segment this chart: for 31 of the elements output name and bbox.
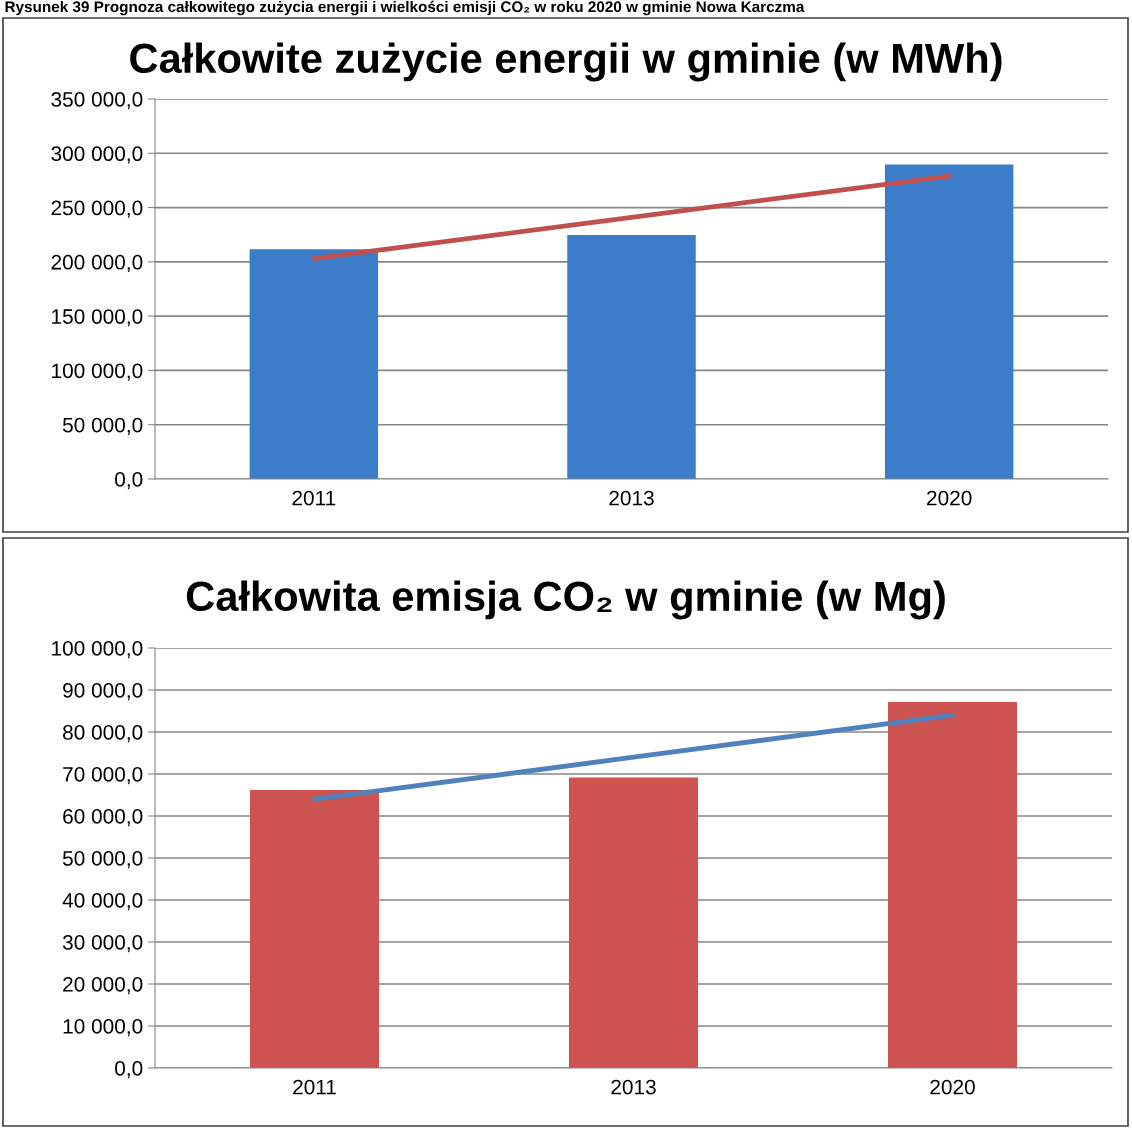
bar (884, 164, 1014, 479)
y-tick-label: 250 000,0 (51, 200, 143, 218)
y-tick-label: 10 000,0 (63, 1019, 143, 1037)
y-tick-label: 50 000,0 (62, 417, 143, 435)
y-tick-label: 300 000,0 (51, 146, 143, 164)
y-tick-label: 0,0 (115, 1061, 143, 1079)
y-tick-label: 200 000,0 (51, 254, 143, 273)
y-tick-label: 50 000,0 (62, 851, 143, 869)
x-tick-label: 2011 (292, 490, 336, 506)
y-tick-label: 70 000,0 (63, 767, 143, 785)
y-tick-label: 90 000,0 (63, 683, 143, 701)
y-tick-label: 20 000,0 (63, 977, 143, 995)
y-tick-label: 60 000,0 (63, 809, 143, 827)
y-tick-label: 0,0 (115, 472, 143, 490)
y-tick-label: 100 000,0 (52, 363, 143, 381)
x-tick-label: 2013 (611, 1079, 656, 1095)
text: Rysunek 39 Prognoza całkowitego zużycia energii i wielkości emisji CO₂ w roku 2020 w gminie Nowa Karczma (5, 0, 805, 16)
y-tick-label: 30 000,0 (62, 935, 143, 953)
y-tick-label: 100 000,0 (52, 641, 143, 659)
bar (249, 249, 379, 479)
chart-title: Całkowite zużycie energii w gminie (w MWh) (130, 42, 1002, 82)
chart-title: Całkowita emisja CO₂ w gminie (w Mg) (186, 580, 945, 620)
x-tick-label: 2013 (609, 490, 654, 506)
x-tick-label: 2011 (293, 1079, 336, 1095)
y-tick-label: 80 000,0 (63, 725, 143, 743)
y-tick-label: 40 000,0 (62, 893, 143, 911)
y-tick-label: 150 000,0 (52, 309, 143, 327)
bar (567, 235, 696, 479)
y-tick-label: 350 000,0 (51, 92, 143, 110)
x-tick-label: 2020 (927, 490, 972, 506)
x-tick-label: 2020 (930, 1079, 975, 1095)
